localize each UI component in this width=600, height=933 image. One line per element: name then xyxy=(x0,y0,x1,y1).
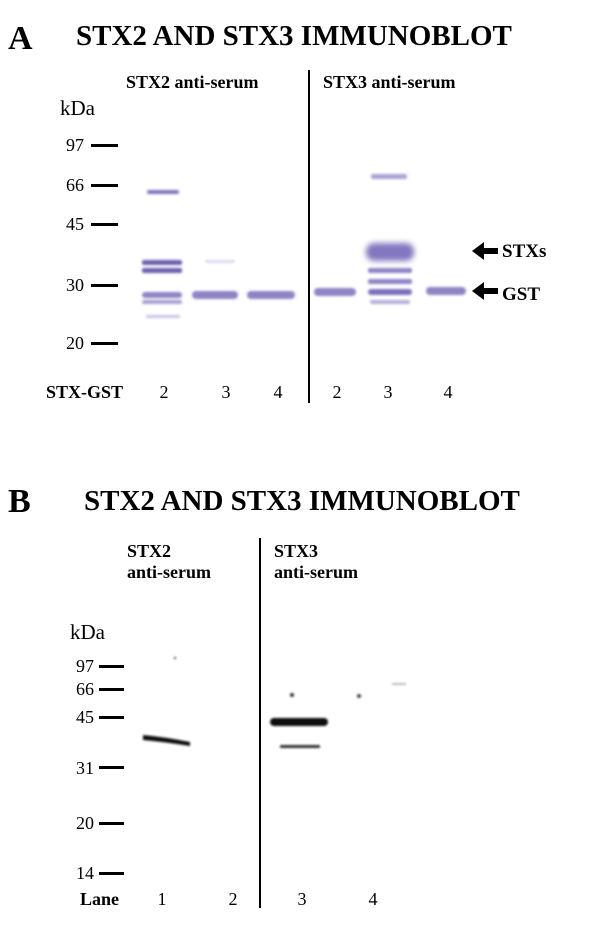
panel-a-marker-45-tick xyxy=(91,223,118,226)
panel-a-marker-66-tick xyxy=(91,184,118,187)
panel-a-lane-6: 4 xyxy=(443,382,453,402)
panel-b-group-stx2-line1: STX2 xyxy=(127,541,172,561)
panel-b-lane-1: 1 xyxy=(157,889,167,909)
band-a-lane2-faint xyxy=(205,260,235,263)
band-b-lane3-stx3 xyxy=(270,718,328,726)
panel-a-group-stx2: STX2 anti-serum xyxy=(126,72,259,92)
panel-b-marker-20-tick xyxy=(99,822,124,825)
panel-b-kda-label: kDa xyxy=(70,620,105,644)
arrow-stxs-icon xyxy=(472,242,498,260)
panel-b-marker-31: 31 xyxy=(76,758,94,778)
panel-a-blot xyxy=(142,174,498,318)
panel-b-lane-row-label: Lane xyxy=(80,889,120,909)
panel-b-title: STX2 AND STX3 IMMUNOBLOT xyxy=(84,485,520,517)
panel-b-marker-31-tick xyxy=(99,766,124,769)
band-a-lane1-66kda xyxy=(147,190,179,194)
arrow-gst-icon xyxy=(472,282,498,300)
panel-b-lane-divider xyxy=(259,538,261,908)
band-a-lane5-mid-b xyxy=(368,279,412,284)
panel-a-marker-20-tick xyxy=(91,342,118,345)
panel-b-marker-20: 20 xyxy=(76,813,94,833)
panel-a-marker-97-tick xyxy=(91,144,118,147)
panel-a-marker-30-tick xyxy=(91,284,118,287)
panel-b-lane-2: 2 xyxy=(228,889,238,909)
band-a-lane4-gst xyxy=(314,288,356,296)
band-b-lane1-speck xyxy=(173,656,177,660)
panel-a-marker-20: 20 xyxy=(66,333,84,353)
panel-b-group-stx3-line2: anti-serum xyxy=(274,561,358,582)
band-a-lane6-gst xyxy=(426,287,466,295)
panel-b-marker-97: 97 xyxy=(76,656,94,676)
panel-b-lane-3: 3 xyxy=(297,889,307,909)
band-b-lane4-dot xyxy=(357,694,361,698)
panel-a-marker-97: 97 xyxy=(66,135,84,155)
panel-b-group-stx2: STX2 anti-serum xyxy=(127,541,211,582)
panel-b-marker-45-tick xyxy=(99,716,124,719)
band-a-lane5-low xyxy=(370,300,410,304)
band-b-lane1-stx2 xyxy=(143,735,190,746)
panel-a-arrow-gst-label: GST xyxy=(502,284,541,305)
band-b-lane3-dot xyxy=(290,693,294,697)
panel-a-lane-5: 3 xyxy=(383,382,393,402)
panel-a-lane-2: 3 xyxy=(221,382,231,402)
panel-a-group-stx3: STX3 anti-serum xyxy=(323,72,456,92)
panel-a-lane-row-label: STX-GST xyxy=(46,382,124,402)
panel-b-lane-4: 4 xyxy=(368,889,378,909)
panel-b-marker-97-tick xyxy=(99,665,124,668)
panel-b-group-stx3: STX3 anti-serum xyxy=(274,541,358,582)
panel-a-kda-label: kDa xyxy=(60,96,95,120)
band-a-lane5-stxs xyxy=(366,243,414,261)
panel-a-title: STX2 AND STX3 IMMUNOBLOT xyxy=(76,20,512,52)
panel-b-letter: B xyxy=(8,483,31,520)
panel-a-lane-divider xyxy=(308,70,310,403)
band-a-lane1-stx xyxy=(142,260,182,265)
panel-b-marker-14-tick xyxy=(99,872,124,875)
band-a-lane1-stx-b xyxy=(142,268,182,273)
band-b-lane4-faint xyxy=(392,683,406,685)
panel-a-letter: A xyxy=(8,20,33,57)
band-b-lane3-lower xyxy=(280,745,320,748)
band-a-lane1-faint xyxy=(146,315,180,318)
panel-b-marker-45: 45 xyxy=(76,707,94,727)
band-a-lane1-gst xyxy=(142,292,182,298)
panel-a-lane-3: 4 xyxy=(273,382,283,402)
band-a-lane5-mid xyxy=(368,268,412,273)
band-a-lane1-gst-b xyxy=(142,300,182,304)
band-a-lane5-high xyxy=(371,174,407,179)
panel-a-arrow-stxs-label: STXs xyxy=(502,241,547,262)
panel-a-lane-4: 2 xyxy=(332,382,342,402)
band-a-lane3-gst xyxy=(247,291,295,299)
panel-b-marker-66: 66 xyxy=(76,679,94,699)
panel-a-marker-45: 45 xyxy=(66,214,84,234)
panel-b-marker-14: 14 xyxy=(76,863,94,883)
band-a-lane2-gst xyxy=(192,291,238,299)
panel-b-group-stx2-line2: anti-serum xyxy=(127,561,211,582)
band-a-lane5-gst xyxy=(368,289,412,295)
panel-b-marker-66-tick xyxy=(99,688,124,691)
panel-a-marker-66: 66 xyxy=(66,175,84,195)
panel-a-lane-1: 2 xyxy=(159,382,169,402)
panel-a-marker-30: 30 xyxy=(66,275,84,295)
panel-b-group-stx3-line1: STX3 xyxy=(274,541,319,561)
